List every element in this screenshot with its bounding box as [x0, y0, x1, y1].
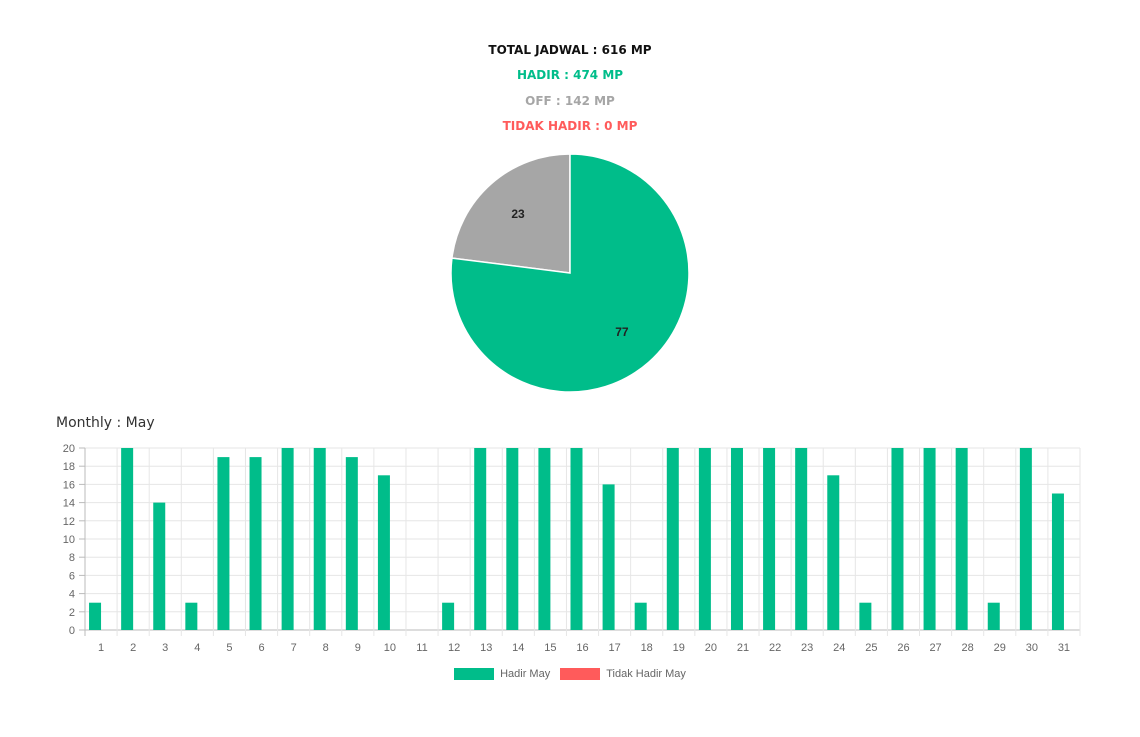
- legend-swatch-tidak-hadir: [560, 668, 601, 680]
- x-tick-label: 9: [355, 642, 361, 654]
- y-tick-label: 16: [63, 479, 75, 491]
- x-tick-label: 12: [448, 642, 460, 654]
- x-tick-label: 4: [194, 642, 200, 654]
- x-tick-label: 10: [384, 642, 396, 654]
- bar-hadir-2[interactable]: [121, 448, 134, 630]
- legend-item-hadir[interactable]: Hadir May: [454, 668, 550, 680]
- x-tick-label: 31: [1058, 642, 1070, 654]
- x-tick-label: 18: [641, 642, 653, 654]
- bar-hadir-17[interactable]: [602, 484, 615, 630]
- bar-hadir-12[interactable]: [442, 602, 455, 630]
- x-tick-label: 22: [769, 642, 781, 654]
- bar-hadir-19[interactable]: [666, 448, 679, 630]
- y-tick-label: 20: [63, 443, 75, 455]
- x-tick-label: 11: [416, 642, 427, 654]
- y-tick-label: 12: [63, 516, 75, 528]
- bar-hadir-18[interactable]: [634, 602, 647, 630]
- total-schedule-label: TOTAL JADWAL : 616 MP: [488, 43, 652, 57]
- y-tick-label: 0: [69, 625, 75, 637]
- x-tick-label: 13: [480, 642, 492, 654]
- bar-hadir-9[interactable]: [345, 457, 358, 630]
- x-tick-label: 24: [833, 642, 845, 654]
- bar-hadir-15[interactable]: [538, 448, 551, 630]
- y-tick-label: 2: [69, 607, 75, 619]
- y-tick-label: 18: [63, 461, 75, 473]
- bar-hadir-3[interactable]: [153, 502, 166, 630]
- pie-label-hadir: 77: [615, 325, 629, 339]
- bar-hadir-8[interactable]: [313, 448, 326, 630]
- absent-count-label: TIDAK HADIR : 0 MP: [502, 119, 638, 133]
- bar-hadir-28[interactable]: [955, 448, 968, 630]
- bar-hadir-6[interactable]: [249, 457, 262, 630]
- x-tick-label: 16: [576, 642, 588, 654]
- x-tick-label: 29: [994, 642, 1006, 654]
- pie-label-off: 23: [511, 207, 525, 221]
- x-tick-label: 3: [162, 642, 168, 654]
- y-tick-label: 6: [69, 570, 75, 582]
- y-tick-label: 8: [69, 552, 75, 564]
- x-tick-label: 19: [673, 642, 685, 654]
- bar-hadir-14[interactable]: [506, 448, 519, 630]
- x-tick-label: 6: [258, 642, 264, 654]
- x-tick-label: 17: [608, 642, 620, 654]
- x-tick-label: 1: [98, 642, 104, 654]
- bar-hadir-16[interactable]: [570, 448, 583, 630]
- bar-hadir-10[interactable]: [377, 475, 390, 630]
- x-tick-label: 2: [130, 642, 136, 654]
- bar-hadir-5[interactable]: [217, 457, 230, 630]
- bar-hadir-1[interactable]: [89, 602, 102, 630]
- bar-hadir-20[interactable]: [698, 448, 711, 630]
- legend-label-hadir: Hadir May: [500, 668, 551, 680]
- bar-hadir-26[interactable]: [891, 448, 904, 630]
- x-tick-label: 23: [801, 642, 813, 654]
- bar-hadir-21[interactable]: [730, 448, 743, 630]
- bar-hadir-4[interactable]: [185, 602, 198, 630]
- pie-slice-hadir[interactable]: [450, 153, 690, 393]
- bar-hadir-25[interactable]: [859, 602, 872, 630]
- x-tick-label: 26: [897, 642, 909, 654]
- x-tick-label: 15: [544, 642, 556, 654]
- x-tick-label: 28: [962, 642, 974, 654]
- present-count-label: HADIR : 474 MP: [516, 68, 624, 82]
- bar-hadir-30[interactable]: [1019, 448, 1032, 630]
- bar-hadir-24[interactable]: [827, 475, 840, 630]
- x-tick-label: 20: [705, 642, 717, 654]
- x-tick-label: 30: [1026, 642, 1038, 654]
- bar-hadir-13[interactable]: [474, 448, 487, 630]
- legend-item-tidak-hadir[interactable]: Tidak Hadir May: [560, 668, 686, 680]
- chart-legend: Hadir May Tidak Hadir May: [0, 668, 1140, 680]
- bar-hadir-31[interactable]: [1051, 493, 1064, 631]
- x-tick-label: 27: [929, 642, 941, 654]
- off-count-label: OFF : 142 MP: [525, 94, 615, 108]
- bar-hadir-23[interactable]: [795, 448, 808, 630]
- y-tick-label: 14: [63, 498, 75, 510]
- monthly-title: Monthly : May: [56, 415, 155, 431]
- x-tick-label: 14: [512, 642, 524, 654]
- x-tick-label: 8: [323, 642, 329, 654]
- bar-hadir-29[interactable]: [987, 602, 1000, 630]
- x-tick-label: 5: [226, 642, 232, 654]
- x-tick-label: 25: [865, 642, 877, 654]
- x-tick-label: 21: [737, 642, 749, 654]
- legend-swatch-hadir: [454, 668, 495, 680]
- bar-hadir-7[interactable]: [281, 448, 294, 630]
- legend-label-tidak-hadir: Tidak Hadir May: [606, 668, 686, 680]
- y-tick-label: 4: [69, 589, 75, 601]
- attendance-pie-chart: 23 77: [450, 153, 690, 393]
- bar-hadir-27[interactable]: [923, 448, 936, 630]
- y-tick-label: 10: [63, 534, 75, 546]
- x-tick-label: 7: [291, 642, 297, 654]
- bar-hadir-22[interactable]: [763, 448, 776, 630]
- pie-slice-off[interactable]: [451, 153, 571, 274]
